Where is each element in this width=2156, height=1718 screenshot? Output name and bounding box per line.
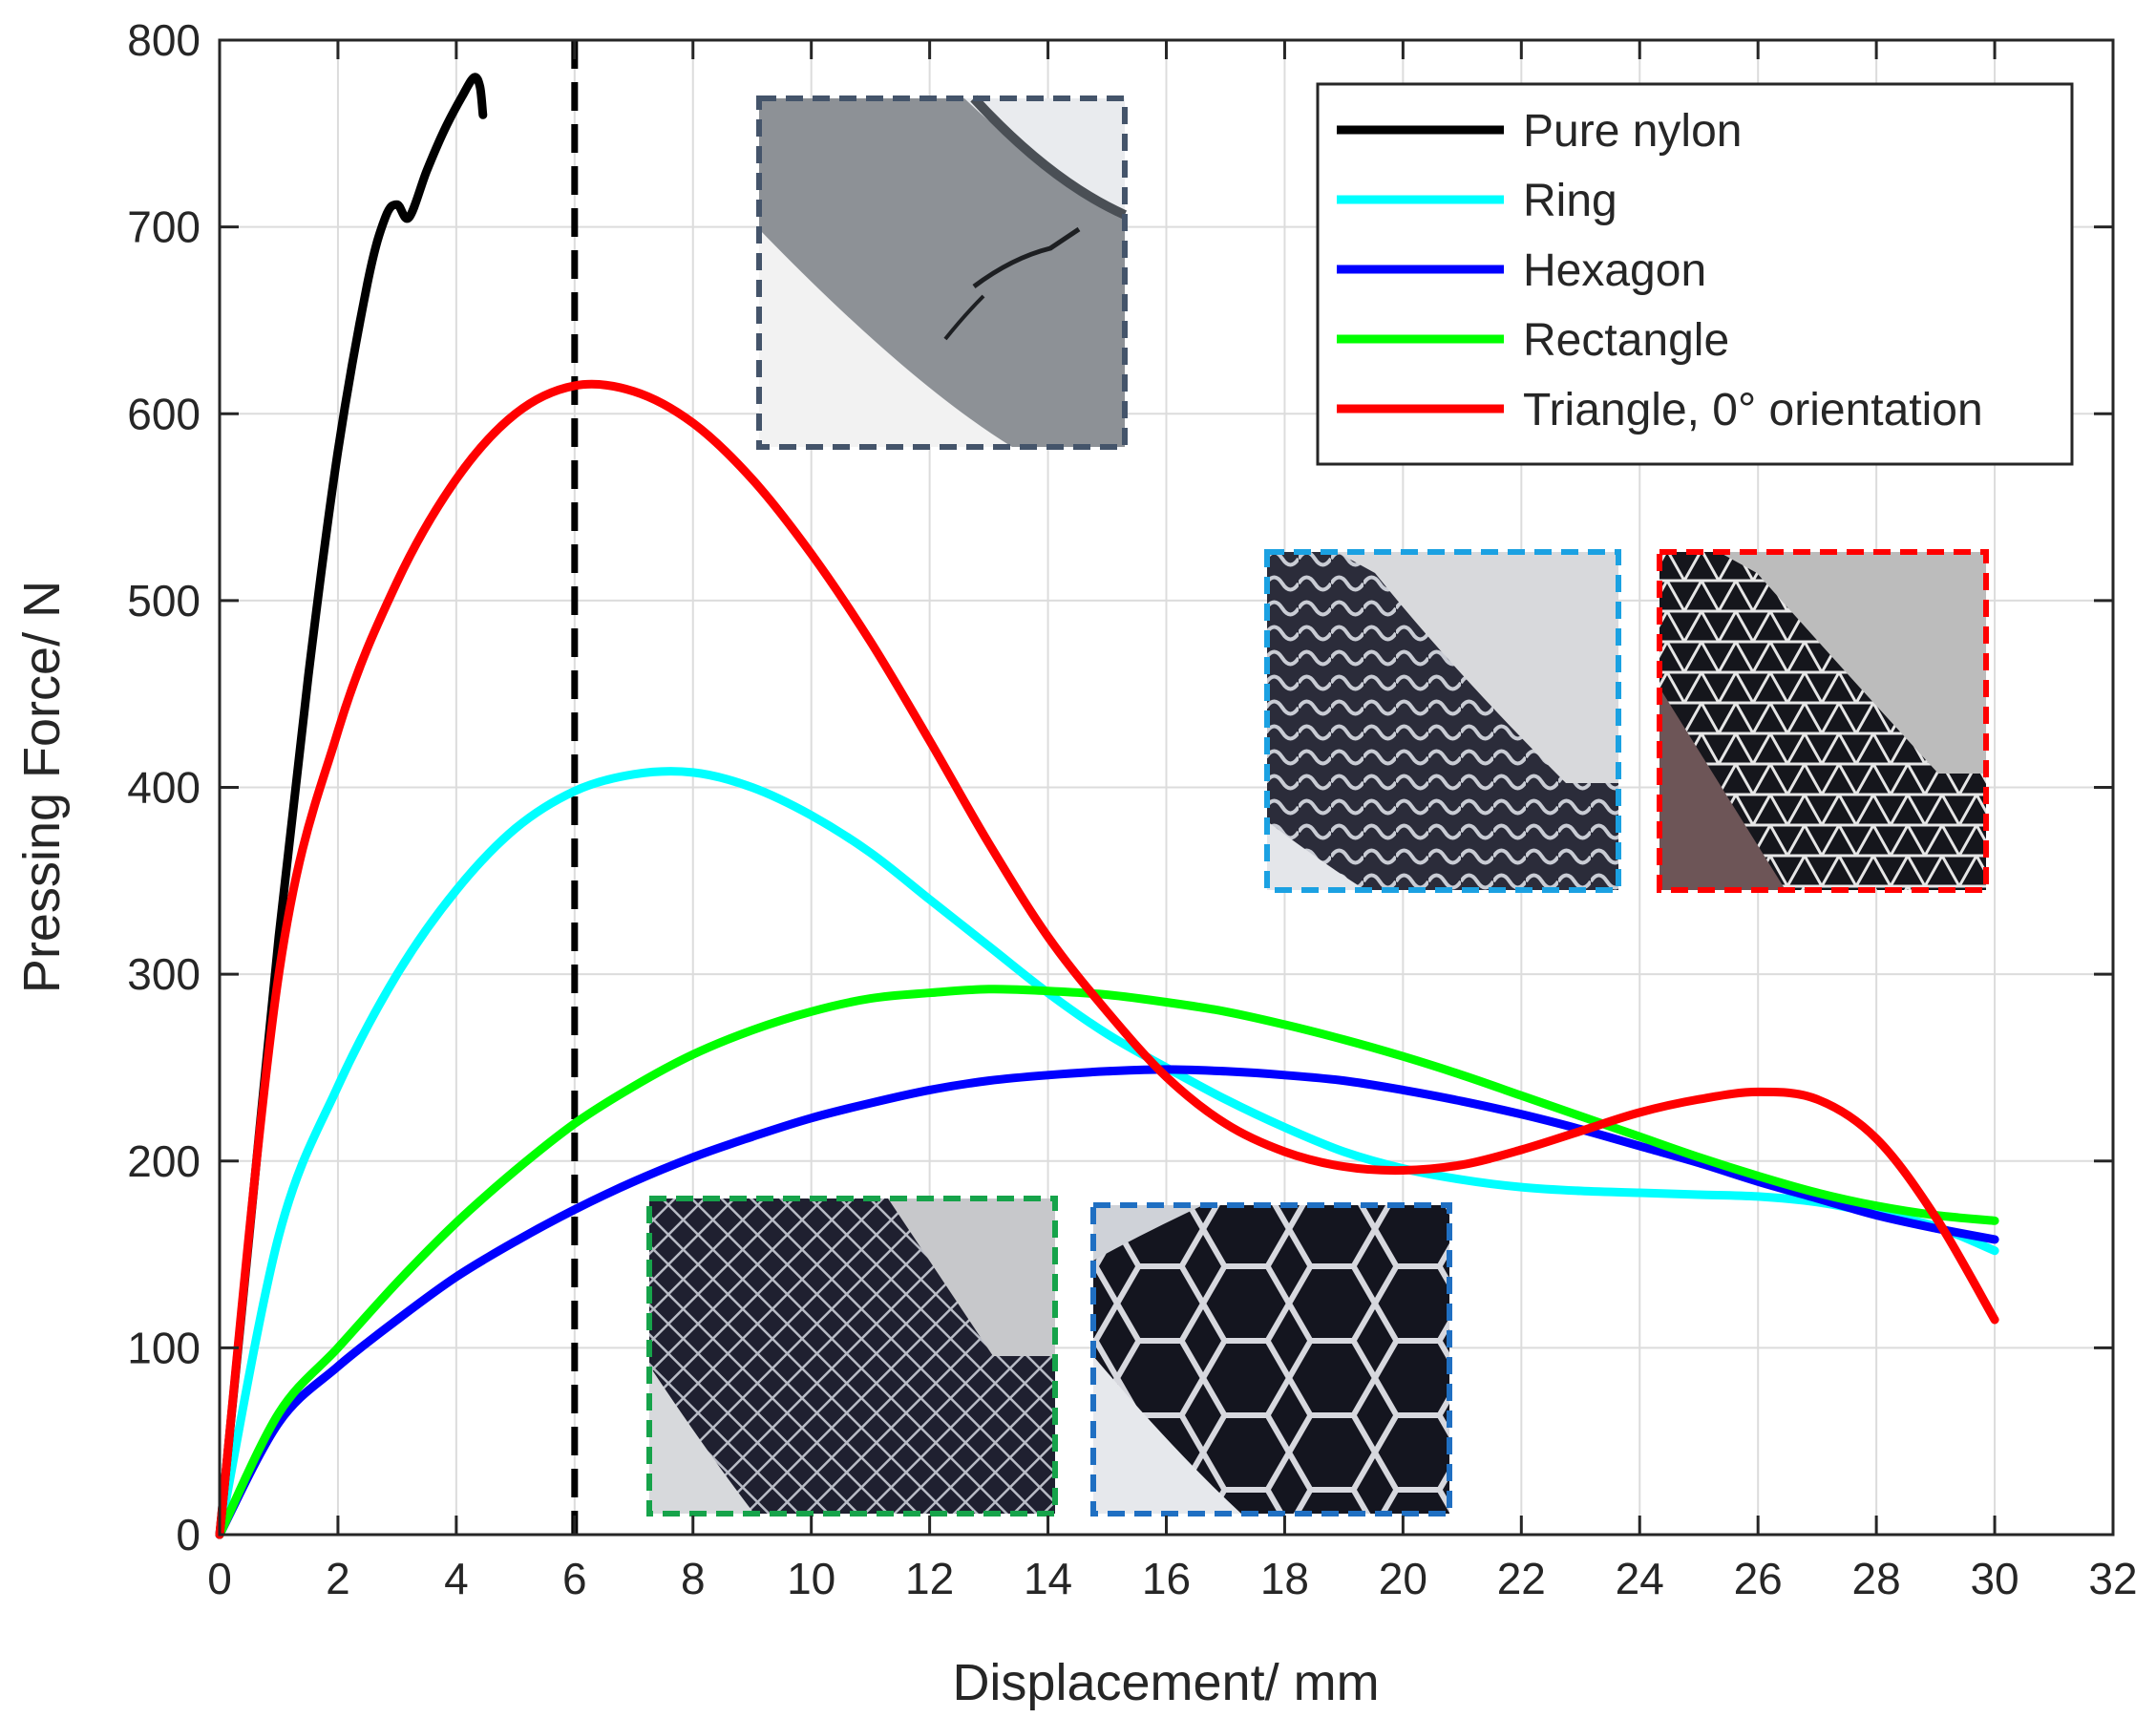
legend-label: Triangle, 0° orientation — [1523, 385, 1983, 435]
x-tick-label: 32 — [2088, 1554, 2137, 1603]
inset-hexagon-specimen — [1090, 1202, 1452, 1517]
y-tick-label: 400 — [127, 763, 201, 813]
x-tick-label: 18 — [1260, 1554, 1309, 1603]
x-tick-label: 28 — [1852, 1554, 1901, 1603]
legend-box — [1316, 82, 2074, 466]
series-line-rectangle — [215, 985, 1999, 1539]
y-tick-label: 500 — [127, 576, 201, 626]
y-tick-label: 600 — [127, 389, 201, 438]
inset-triangle-specimen — [1657, 549, 1989, 893]
x-tick-label: 26 — [1734, 1554, 1783, 1603]
series-line-triangle-0-orientation — [215, 379, 1999, 1539]
legend-label: Rectangle — [1523, 315, 1729, 366]
x-axis-title: Displacement/ mm — [952, 1654, 1379, 1711]
y-axis-title: Pressing Force/ N — [13, 581, 71, 993]
x-tick-label: 22 — [1497, 1554, 1546, 1603]
inset-ring-specimen — [1264, 549, 1621, 893]
x-tick-label: 8 — [681, 1554, 706, 1603]
x-tick-label: 2 — [326, 1554, 350, 1603]
legend-label: Ring — [1523, 176, 1617, 226]
inset-pure-nylon-fracture — [756, 95, 1128, 450]
insets — [646, 95, 1989, 1517]
x-tick-label: 20 — [1379, 1554, 1427, 1603]
y-tick-label: 800 — [127, 15, 201, 65]
y-tick-label: 700 — [127, 202, 201, 252]
x-tick-label: 24 — [1616, 1554, 1664, 1603]
x-tick-label: 0 — [207, 1554, 232, 1603]
x-tick-label: 6 — [562, 1554, 587, 1603]
series-layer — [215, 73, 1999, 1539]
y-tick-label: 200 — [127, 1136, 201, 1186]
x-tick-label: 16 — [1142, 1554, 1191, 1603]
x-tick-label: 4 — [444, 1554, 469, 1603]
y-tick-label: 300 — [127, 949, 201, 999]
x-tick-label: 30 — [1970, 1554, 2019, 1603]
inset-rectangle-specimen — [646, 1196, 1058, 1517]
y-tick-label: 0 — [176, 1510, 201, 1559]
x-tick-label: 12 — [905, 1554, 954, 1603]
x-tick-label: 10 — [787, 1554, 835, 1603]
series-line-hexagon — [215, 1065, 1999, 1539]
ticks-y: 0 100 200 300 400 500 600 700 800 — [127, 15, 2113, 1559]
x-tick-label: 14 — [1024, 1554, 1072, 1603]
legend: Pure nylon Ring Hexagon Rectangle Triangle, … — [1316, 82, 2074, 466]
legend-label: Pure nylon — [1523, 106, 1742, 157]
y-tick-label: 100 — [127, 1323, 201, 1372]
ticks-x: 0 2 4 6 8 10 12 14 16 18 20 22 24 26 28 30 32 — [207, 40, 2138, 1603]
series-line-ring — [215, 767, 1999, 1539]
legend-label: Hexagon — [1523, 245, 1706, 296]
